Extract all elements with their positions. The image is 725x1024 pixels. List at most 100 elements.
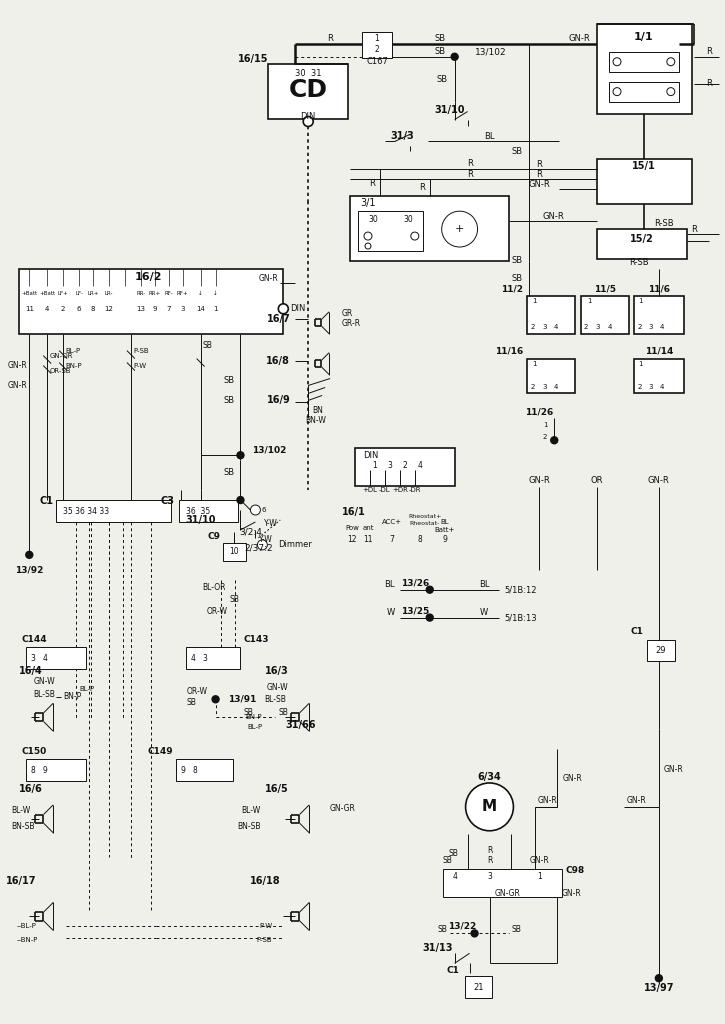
Text: BN-P: BN-P (63, 692, 81, 700)
Bar (358, 211, 423, 251)
Text: RR-: RR- (136, 292, 146, 296)
Text: P-SB: P-SB (133, 347, 149, 353)
Text: C1: C1 (630, 627, 643, 636)
Text: 4: 4 (660, 324, 664, 330)
Text: R-SB: R-SB (629, 258, 649, 267)
Bar (223, 543, 246, 561)
Text: BN-P: BN-P (65, 362, 82, 369)
Circle shape (442, 211, 478, 247)
Text: GN-R: GN-R (648, 475, 670, 484)
Text: R: R (467, 159, 473, 168)
Text: OR: OR (591, 475, 603, 484)
Text: R: R (486, 846, 492, 855)
Text: 31/13: 31/13 (423, 943, 453, 953)
Text: 3   4: 3 4 (31, 654, 48, 663)
Text: 2: 2 (375, 45, 379, 54)
Text: 2: 2 (638, 384, 642, 390)
Text: C150: C150 (21, 746, 46, 756)
Text: 4: 4 (660, 384, 664, 390)
Text: BL-W: BL-W (241, 806, 260, 815)
Bar (26, 647, 86, 670)
Text: Y-W: Y-W (263, 519, 277, 528)
Text: GN-R: GN-R (529, 856, 550, 865)
Text: 1: 1 (532, 360, 536, 367)
Text: C167: C167 (366, 57, 388, 67)
Text: 4: 4 (45, 306, 49, 311)
Text: 2: 2 (402, 461, 407, 470)
Text: 3: 3 (487, 872, 492, 881)
Text: 7: 7 (389, 536, 394, 545)
Text: W: W (479, 608, 488, 617)
Text: SB: SB (438, 925, 447, 934)
Text: P-W: P-W (260, 924, 273, 930)
Text: SB: SB (278, 708, 289, 717)
Text: 3/1: 3/1 (360, 199, 376, 208)
Text: +Batt: +Batt (21, 292, 38, 296)
Text: SB: SB (187, 697, 196, 707)
Circle shape (364, 232, 372, 240)
Circle shape (471, 930, 478, 937)
Text: C1: C1 (39, 496, 53, 506)
Text: GN-R: GN-R (627, 797, 647, 806)
Text: 16/7: 16/7 (267, 313, 290, 324)
Text: 4: 4 (554, 324, 558, 330)
Text: 16/2: 16/2 (135, 272, 162, 282)
Text: GN-GR: GN-GR (494, 889, 521, 898)
Text: GN-R: GN-R (568, 35, 590, 43)
Text: 16/8: 16/8 (266, 355, 290, 366)
Text: ↓: ↓ (199, 292, 203, 296)
Text: 31/10: 31/10 (185, 515, 215, 525)
Text: 3: 3 (649, 324, 653, 330)
Text: SB: SB (511, 146, 523, 156)
Circle shape (303, 117, 313, 127)
Text: Rheostat+: Rheostat+ (408, 514, 442, 519)
Text: BL-P: BL-P (65, 347, 80, 353)
Text: 12: 12 (347, 536, 357, 545)
Text: 2: 2 (530, 384, 534, 390)
Text: ACC+: ACC+ (382, 519, 402, 525)
Text: SB: SB (202, 341, 212, 350)
Text: ant: ant (362, 525, 373, 530)
Text: 5/1B:12: 5/1B:12 (505, 585, 537, 594)
Text: RF-: RF- (165, 292, 173, 296)
Bar (186, 647, 241, 670)
Text: 21: 21 (473, 983, 484, 991)
Text: 1: 1 (537, 872, 542, 881)
Text: SB: SB (223, 396, 234, 404)
Text: Batt+: Batt+ (434, 527, 455, 532)
Bar (443, 868, 562, 897)
Circle shape (365, 243, 371, 249)
Text: GN-R: GN-R (259, 274, 278, 284)
Text: R: R (705, 79, 712, 88)
Text: SB: SB (434, 35, 445, 43)
Text: 4: 4 (608, 324, 612, 330)
Circle shape (613, 88, 621, 95)
Text: SB: SB (230, 595, 239, 604)
Text: 1: 1 (543, 422, 547, 428)
Text: -DR: -DR (409, 487, 421, 494)
Text: 11/14: 11/14 (645, 346, 673, 355)
Text: P-SB: P-SB (257, 937, 273, 943)
Bar (362, 32, 392, 57)
Text: 13/25: 13/25 (401, 606, 429, 615)
Bar (527, 296, 575, 334)
Text: 11/26: 11/26 (525, 408, 553, 417)
Text: SB: SB (443, 856, 452, 865)
Text: GN-R: GN-R (537, 797, 558, 806)
Text: 4: 4 (452, 872, 457, 881)
Bar (647, 640, 675, 662)
Text: GN-GR: GN-GR (330, 805, 356, 813)
Text: 1: 1 (639, 298, 643, 304)
Text: 1/1: 1/1 (634, 32, 654, 42)
Text: 8   9: 8 9 (31, 766, 48, 774)
Text: 2: 2 (638, 324, 642, 330)
Text: 30: 30 (368, 215, 378, 223)
Text: C1: C1 (447, 966, 460, 975)
Text: 11/6: 11/6 (648, 285, 670, 293)
Text: SB: SB (436, 75, 447, 84)
Text: 13/102: 13/102 (252, 445, 287, 455)
Text: +DL: +DL (362, 487, 378, 494)
Text: 31/66: 31/66 (285, 720, 315, 730)
Text: GR-R: GR-R (342, 319, 361, 329)
Text: GN-OR: GN-OR (49, 352, 72, 358)
